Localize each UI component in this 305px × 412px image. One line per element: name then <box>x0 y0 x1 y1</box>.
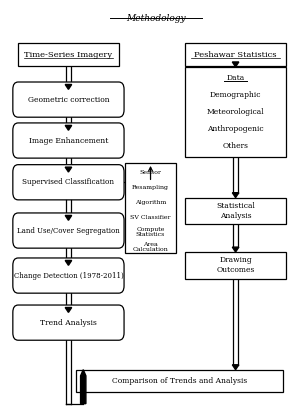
FancyBboxPatch shape <box>13 82 124 117</box>
FancyBboxPatch shape <box>13 305 124 340</box>
Text: Others: Others <box>223 142 249 150</box>
FancyArrow shape <box>65 260 72 265</box>
Text: Peshawar Statistics: Peshawar Statistics <box>194 51 277 59</box>
FancyBboxPatch shape <box>13 213 124 248</box>
Text: Geometric correction: Geometric correction <box>28 96 109 103</box>
Text: Demographic: Demographic <box>210 91 261 99</box>
Text: Change Detection (1978-2011): Change Detection (1978-2011) <box>13 272 123 280</box>
Text: Area
Calculation: Area Calculation <box>133 242 168 253</box>
Bar <box>18 43 119 66</box>
Bar <box>185 252 286 279</box>
FancyArrow shape <box>65 307 72 312</box>
Text: Trend Analysis: Trend Analysis <box>40 318 97 327</box>
Text: SV Classifier: SV Classifier <box>130 215 171 220</box>
Bar <box>76 370 283 392</box>
Text: Statistical
Analysis: Statistical Analysis <box>216 202 255 220</box>
Text: Compute
Statistics: Compute Statistics <box>136 227 165 237</box>
Text: Time-Series Imagery: Time-Series Imagery <box>24 51 113 59</box>
Text: Resampling: Resampling <box>132 185 169 190</box>
FancyArrow shape <box>232 62 239 67</box>
Text: Anthropogenic: Anthropogenic <box>207 125 264 133</box>
Text: Methodology: Methodology <box>126 14 185 23</box>
Text: Data: Data <box>226 74 245 82</box>
FancyArrow shape <box>65 167 72 172</box>
Text: Image Enhancement: Image Enhancement <box>29 136 108 145</box>
Text: Comparison of Trends and Analysis: Comparison of Trends and Analysis <box>112 377 247 385</box>
Bar <box>185 43 286 66</box>
FancyBboxPatch shape <box>13 165 124 200</box>
FancyArrow shape <box>232 365 239 370</box>
FancyBboxPatch shape <box>13 123 124 158</box>
FancyArrow shape <box>65 84 72 89</box>
FancyArrow shape <box>65 215 72 220</box>
Text: Meteorological: Meteorological <box>207 108 264 116</box>
FancyArrow shape <box>232 247 239 252</box>
Bar <box>185 67 286 157</box>
Text: Algorithm: Algorithm <box>135 199 166 204</box>
FancyArrow shape <box>81 370 86 404</box>
FancyArrow shape <box>232 193 239 198</box>
FancyBboxPatch shape <box>13 258 124 293</box>
Text: Sensor: Sensor <box>140 169 161 175</box>
FancyArrow shape <box>65 125 72 130</box>
Bar <box>125 163 176 253</box>
Bar <box>185 198 286 224</box>
Text: Land Use/Cover Segregation: Land Use/Cover Segregation <box>17 227 120 234</box>
Text: Supervised Classification: Supervised Classification <box>23 178 114 186</box>
Text: Drawing
Outcomes: Drawing Outcomes <box>216 256 255 274</box>
